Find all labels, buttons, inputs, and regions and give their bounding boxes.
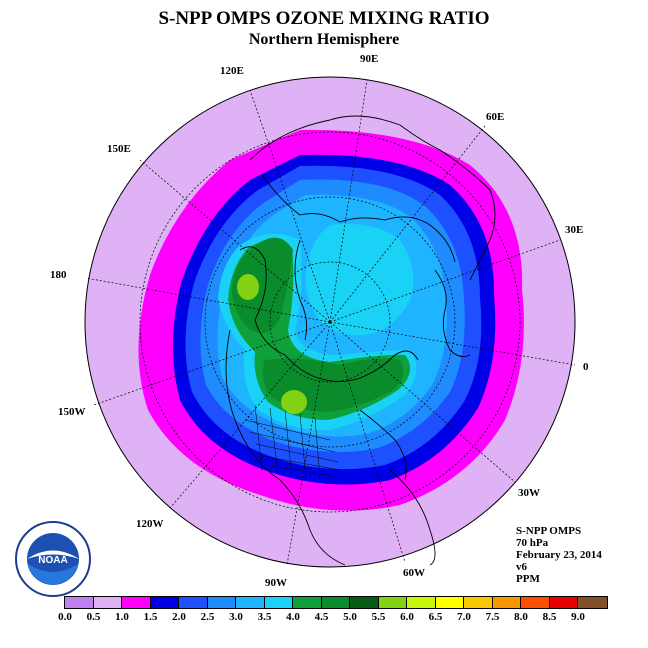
- noaa-logo: NOAA: [15, 521, 91, 597]
- colorbar-swatch: [435, 597, 464, 608]
- colorbar-swatch: [549, 597, 578, 608]
- colorbar-tick-label: 2.5: [200, 611, 215, 623]
- colorbar-swatch: [293, 597, 322, 608]
- colorbar-swatch: [464, 597, 493, 608]
- colorbar-tick-label: 6.5: [428, 611, 443, 623]
- coastlines: [225, 115, 496, 566]
- units-label: PPM: [516, 573, 540, 585]
- lon-label-90w: 90W: [265, 577, 287, 589]
- colorbar-swatch: [207, 597, 236, 608]
- lon-label-180: 180: [50, 269, 67, 281]
- colorbar-swatch: [150, 597, 179, 608]
- colorbar-swatch: [122, 597, 151, 608]
- colorbar-tick-label: 0.5: [86, 611, 101, 623]
- map-boundary: [84, 76, 576, 568]
- colorbar-swatch: [65, 597, 94, 608]
- colorbar-tick-label: 6.0: [400, 611, 414, 623]
- colorbar-tick-label: 3.5: [257, 611, 272, 623]
- noaa-logo-text: NOAA: [38, 555, 67, 566]
- colorbar-tick-label: 8.5: [542, 611, 557, 623]
- colorbar-swatch: [93, 597, 122, 608]
- lon-label-30e: 30E: [565, 224, 583, 236]
- colorbar-tick-label: 4.0: [286, 611, 300, 623]
- map-subtitle: Northern Hemisphere: [248, 31, 400, 48]
- colorbar-tick-label: 3.0: [229, 611, 243, 623]
- us-state-grid: [244, 404, 341, 481]
- instrument-label: S-NPP OMPS: [516, 525, 582, 537]
- colorbar-tick-label: 0.0: [58, 611, 72, 623]
- colorbar-tick-label: 8.0: [514, 611, 528, 623]
- pressure-level-label: 70 hPa: [516, 537, 549, 549]
- lon-label-0: 0: [583, 361, 589, 373]
- date-label: February 23, 2014: [516, 549, 602, 561]
- colorbar-tick-label: 1.0: [115, 611, 129, 623]
- colorbar-tick-label: 2.0: [172, 611, 186, 623]
- version-label: v6: [516, 561, 527, 573]
- lon-label-150w: 150W: [58, 406, 86, 418]
- colorbar-swatch: [321, 597, 350, 608]
- lon-label-60w: 60W: [403, 567, 425, 579]
- colorbar-swatch: [407, 597, 436, 608]
- colorbar-swatch: [236, 597, 265, 608]
- colorbar-tick-label: 5.0: [343, 611, 357, 623]
- colorbar-tick-label: 1.5: [143, 611, 158, 623]
- lon-label-150e: 150E: [107, 143, 131, 155]
- colorbar-tick-label: 7.0: [457, 611, 471, 623]
- colorbar-tick-label: 4.5: [314, 611, 329, 623]
- colorbar-swatch: [179, 597, 208, 608]
- colorbar-tick-label: 7.5: [485, 611, 500, 623]
- colorbar: [64, 596, 608, 609]
- colorbar-tick-label: 5.5: [371, 611, 386, 623]
- map-title: S-NPP OMPS OZONE MIXING RATIO: [158, 8, 490, 29]
- colorbar-swatch: [492, 597, 521, 608]
- lon-label-120w: 120W: [136, 518, 164, 530]
- colorbar-swatch: [378, 597, 407, 608]
- metadata-block: S-NPP OMPS 70 hPa February 23, 2014 v6 P…: [516, 525, 602, 585]
- lon-label-30w: 30W: [518, 487, 540, 499]
- colorbar-swatch: [578, 597, 607, 608]
- ozone-field: [85, 77, 575, 567]
- colorbar-swatch: [521, 597, 550, 608]
- colorbar-swatch: [350, 597, 379, 608]
- lon-label-60e: 60E: [486, 111, 504, 123]
- colorbar-tick-label: 9.0: [571, 611, 585, 623]
- lon-label-120e: 120E: [220, 65, 244, 77]
- lon-label-90e: 90E: [360, 53, 378, 65]
- colorbar-swatch: [264, 597, 293, 608]
